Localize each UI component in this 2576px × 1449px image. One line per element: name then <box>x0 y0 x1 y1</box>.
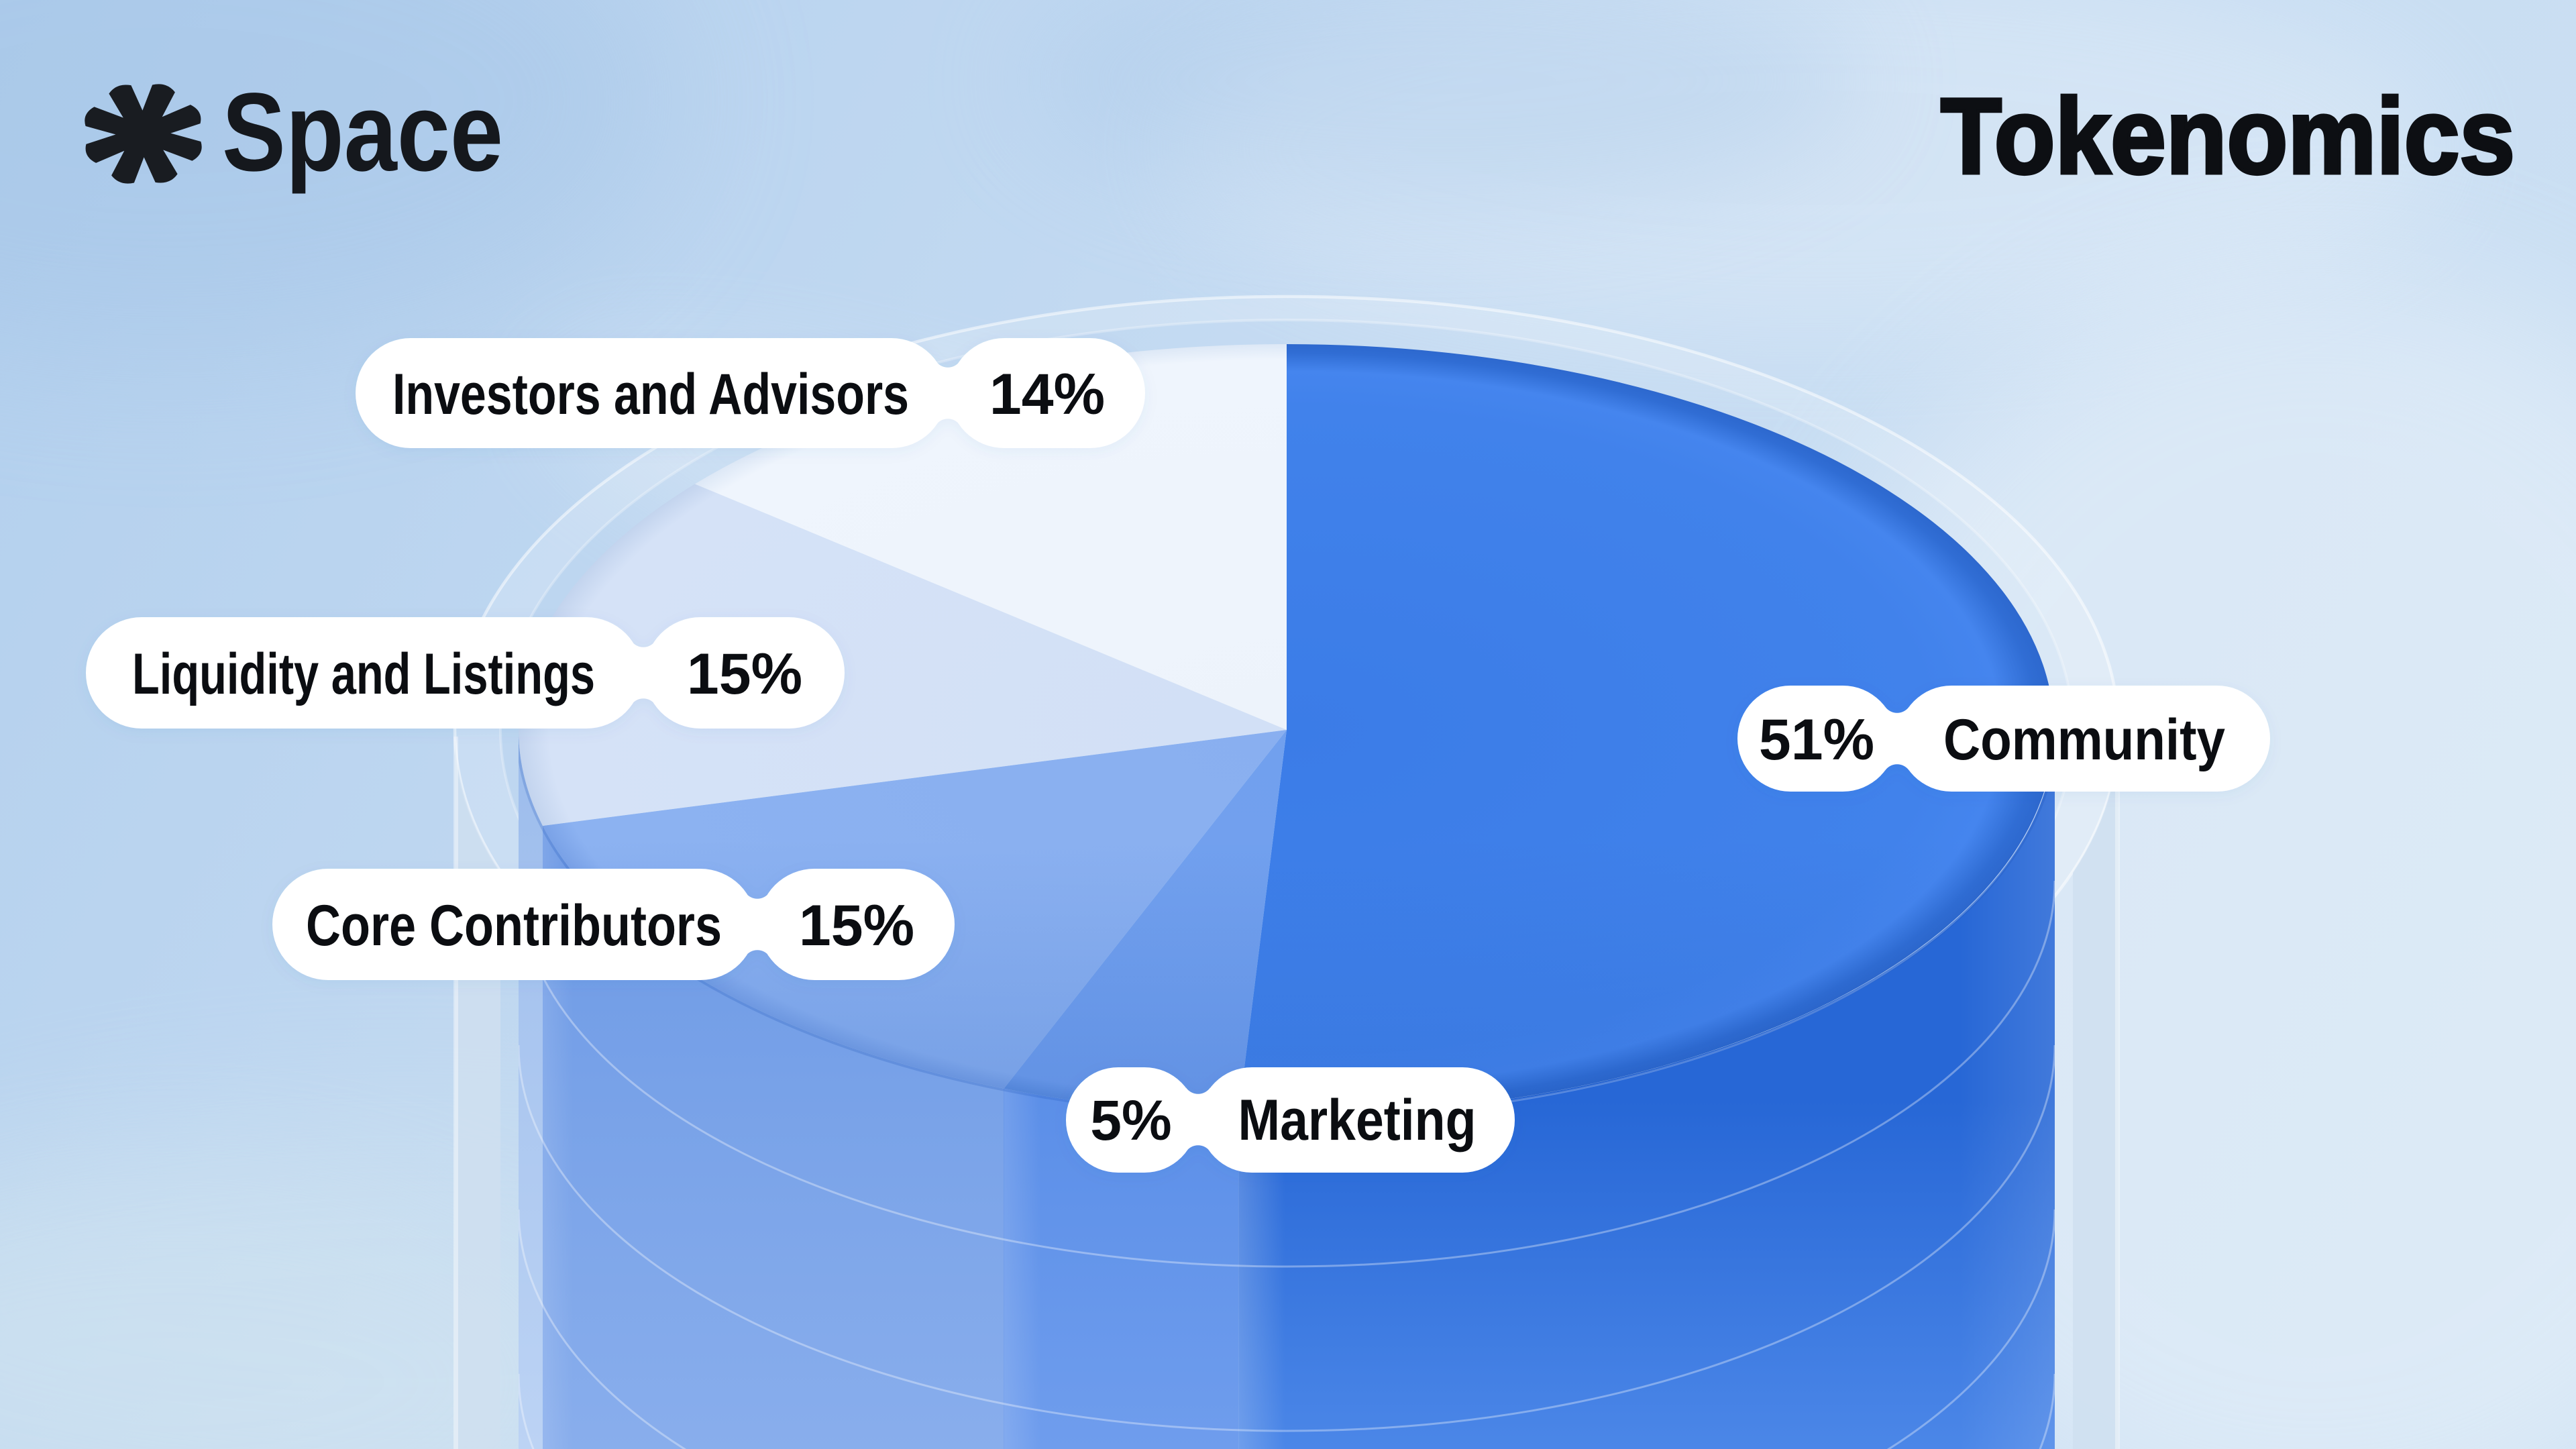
svg-text:Investors and Advisors: Investors and Advisors <box>392 362 909 427</box>
svg-text:Marketing: Marketing <box>1238 1088 1477 1152</box>
svg-text:15%: 15% <box>687 642 802 706</box>
svg-text:15%: 15% <box>799 894 914 958</box>
svg-text:51%: 51% <box>1759 708 1874 772</box>
svg-text:Space: Space <box>222 70 503 195</box>
svg-text:Liquidity and Listings: Liquidity and Listings <box>132 642 595 706</box>
svg-text:5%: 5% <box>1090 1089 1171 1152</box>
svg-text:Tokenomics: Tokenomics <box>1941 76 2515 196</box>
svg-text:Community: Community <box>1943 708 2225 772</box>
svg-text:Core Contributors: Core Contributors <box>306 894 722 958</box>
svg-text:14%: 14% <box>989 362 1105 427</box>
